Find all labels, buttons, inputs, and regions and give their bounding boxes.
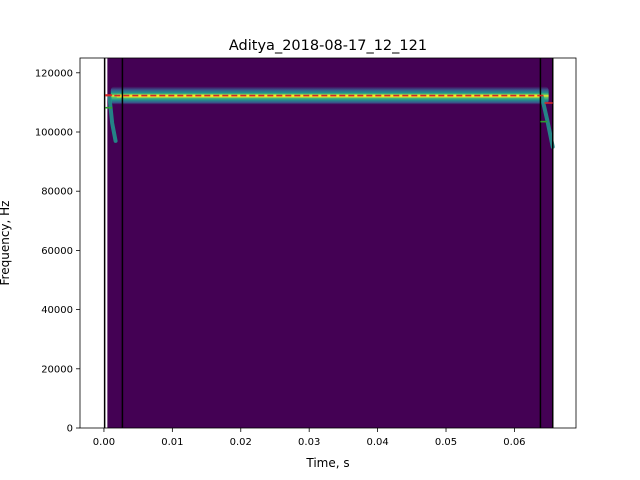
vertical-markers (103, 58, 554, 428)
x-tick-label: 0.05 (435, 437, 457, 448)
y-tick-label: 60000 (41, 246, 73, 257)
plot-area (103, 58, 555, 428)
x-tick-label: 0.01 (161, 437, 183, 448)
y-tick-label: 120000 (35, 68, 73, 79)
x-axis-label: Time, s (305, 456, 349, 470)
y-tick-label: 0 (67, 424, 73, 435)
y-tick-label: 80000 (41, 187, 73, 198)
call-band-core (116, 94, 543, 98)
end-sweep (539, 94, 555, 149)
x-tick-label: 0.06 (503, 437, 525, 448)
y-axis-label: Frequency, Hz (0, 201, 12, 286)
y-tick-label: 20000 (41, 364, 73, 375)
x-tick-label: 0.00 (93, 437, 115, 448)
x-tick-label: 0.04 (366, 437, 388, 448)
x-tick-label: 0.02 (230, 437, 252, 448)
spectrogram-background (107, 58, 553, 428)
series-lines (105, 94, 553, 123)
chart-title: Aditya_2018-08-17_12_121 (229, 38, 427, 54)
x-axis: 0.00 0.01 0.02 0.03 0.04 0.05 0.06 (93, 428, 526, 448)
y-axis: 0 20000 40000 60000 80000 100000 120000 (35, 68, 80, 435)
y-tick-label: 40000 (41, 305, 73, 316)
plot-frame (79, 57, 577, 429)
start-sweep (107, 94, 118, 143)
y-tick-label: 100000 (35, 128, 73, 139)
x-tick-label: 0.03 (298, 437, 320, 448)
